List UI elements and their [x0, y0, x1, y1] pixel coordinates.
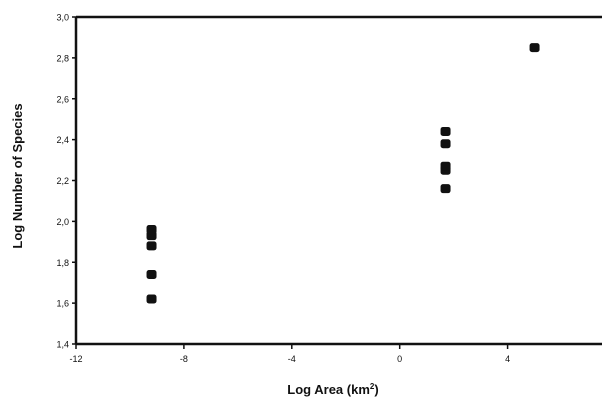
y-axis-title: Log Number of Species [10, 103, 25, 248]
data-points [146, 43, 540, 304]
x-axis-title-superscript: 2 [370, 382, 375, 391]
y-axis: 1,4 1,6 1,8 2,0 2,2 2,4 2,6 2,8 3,0 [56, 13, 76, 350]
data-point [440, 161, 451, 171]
x-axis-title: Log Area (km2) [287, 382, 378, 397]
y-tick-label: 2,2 [56, 176, 69, 186]
x-tick-label: 0 [397, 354, 402, 364]
data-point [146, 294, 157, 304]
y-tick-label: 1,6 [56, 299, 69, 309]
x-tick-label: -4 [288, 354, 296, 364]
y-tick-label: 2,8 [56, 53, 69, 63]
y-tick-label: 3,0 [56, 13, 69, 23]
x-tick-label: 4 [505, 354, 510, 364]
x-axis: -12 -8 -4 0 4 [69, 344, 510, 364]
y-tick-label: 2,0 [56, 217, 69, 227]
x-axis-title-text: Log Area (km [287, 382, 370, 397]
data-point [146, 270, 157, 280]
y-tick-label: 2,6 [56, 94, 69, 104]
data-point [440, 139, 451, 149]
data-point [529, 43, 540, 53]
x-tick-label: -12 [69, 354, 82, 364]
y-tick-label: 2,4 [56, 135, 69, 145]
data-point [146, 241, 157, 251]
y-tick-label: 1,4 [56, 340, 69, 350]
data-point [440, 184, 451, 194]
x-tick-label: -8 [180, 354, 188, 364]
data-point [146, 225, 157, 235]
y-tick-label: 1,8 [56, 258, 69, 268]
x-axis-title-close: ) [374, 382, 378, 397]
data-point [440, 126, 451, 136]
